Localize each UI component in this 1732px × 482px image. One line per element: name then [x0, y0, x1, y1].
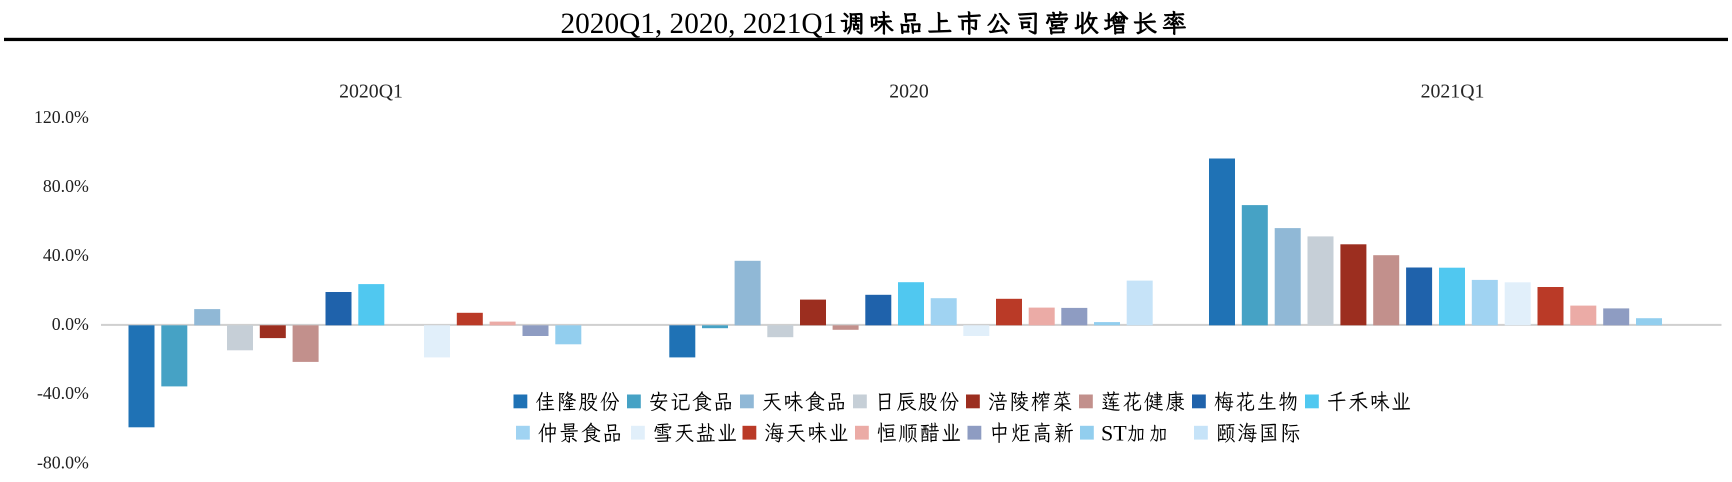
svg-text:80.0%: 80.0% [43, 176, 89, 196]
svg-text:120.0%: 120.0% [34, 107, 89, 127]
svg-text:-40.0%: -40.0% [37, 383, 89, 403]
svg-text:2020Q1: 2020Q1 [339, 81, 403, 103]
svg-text:-80.0%: -80.0% [37, 452, 89, 472]
svg-text:ST: ST [1101, 421, 1127, 446]
svg-text:2020Q1, 2020, 2021Q1: 2020Q1, 2020, 2021Q1 [561, 8, 838, 40]
svg-text:2021Q1: 2021Q1 [1421, 81, 1485, 103]
svg-text:0.0%: 0.0% [52, 314, 89, 334]
svg-text:2020: 2020 [889, 81, 929, 103]
svg-text:40.0%: 40.0% [43, 245, 89, 265]
